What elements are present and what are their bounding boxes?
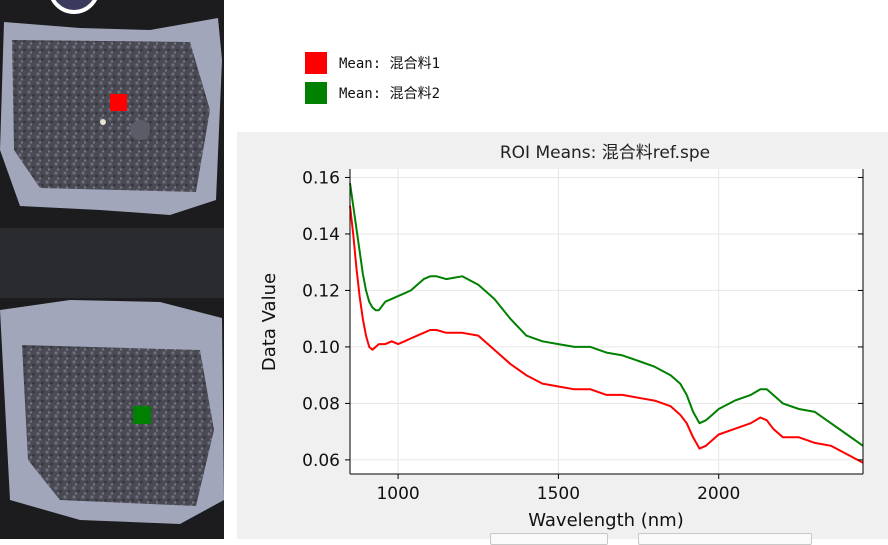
x-tick-label: 1000 [376, 484, 419, 504]
y-tick-label: 0.06 [302, 451, 340, 471]
spectral-chart[interactable]: ROI Means: 混合料ref.spe 0.060.080.100.120.… [237, 132, 888, 539]
axes [349, 169, 864, 475]
grid [350, 169, 863, 474]
series-layer [349, 182, 864, 464]
bottom-control-1[interactable] [490, 533, 608, 545]
legend-label-1: Mean: 混合料1 [339, 56, 441, 72]
legend-item-2: Mean: 混合料2 [305, 78, 440, 108]
roi-marker-1[interactable] [110, 94, 127, 111]
x-axis-label: Wavelength (nm) [528, 510, 684, 531]
plot-area[interactable]: ROI Means: 混合料ref.spe 0.06 0.08 0.10 0.12 0.… [237, 132, 888, 539]
y-tick-label: 0.08 [302, 394, 340, 414]
legend-item-1: Mean: 混合料1 [305, 48, 440, 78]
x-tick-label: 1500 [537, 484, 580, 504]
roi-marker-2[interactable] [133, 406, 151, 424]
y-tick-label: 0.12 [302, 281, 340, 301]
legend-label-2: Mean: 混合料2 [339, 86, 441, 102]
y-tick-label: 0.16 [302, 168, 340, 188]
series-line-1 [349, 205, 864, 464]
y-tick-label: 0.14 [302, 225, 340, 245]
legend: Mean: 混合料1 Mean: 混合料2 [305, 48, 440, 108]
y-axis-label: Data Value [259, 273, 280, 371]
hyperspectral-image-panel[interactable] [0, 0, 224, 539]
series-line-2 [349, 182, 864, 447]
y-tick-label: 0.10 [302, 338, 340, 358]
overlay-circle-icon [50, 0, 98, 14]
x-tick-label: 2000 [697, 484, 740, 504]
legend-swatch-2 [305, 82, 327, 104]
ticks: 0.06 0.08 0.10 0.12 0.14 0.16 1000 1500 2000 [302, 168, 863, 504]
bottom-control-2[interactable] [638, 533, 812, 545]
plot-background [350, 169, 863, 474]
legend-swatch-1 [305, 52, 327, 74]
sample-image [0, 0, 224, 539]
chart-title: ROI Means: 混合料ref.spe [500, 143, 710, 163]
